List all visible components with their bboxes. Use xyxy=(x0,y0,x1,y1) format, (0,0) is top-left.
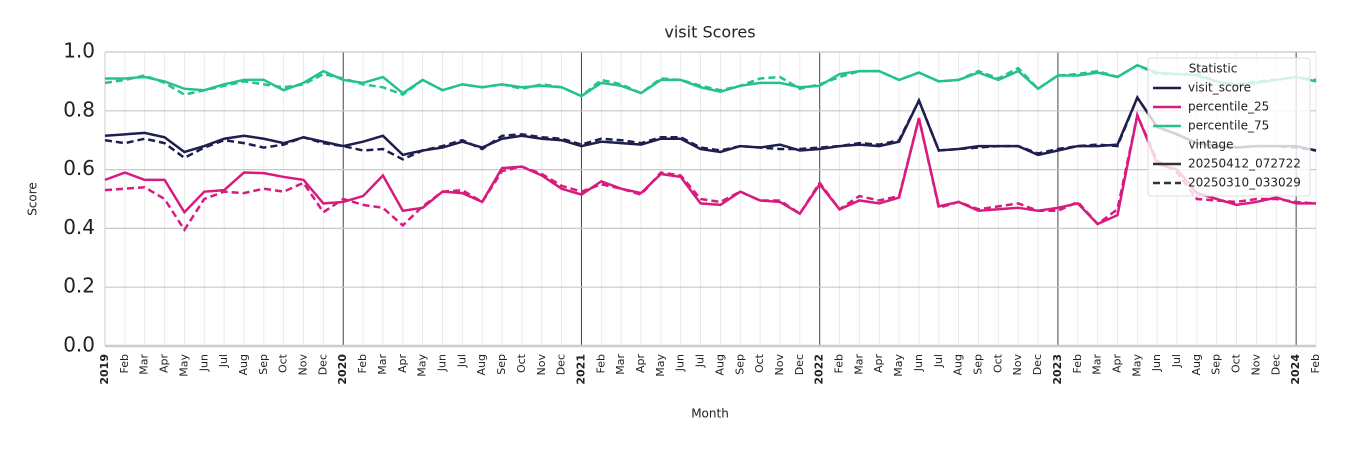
y-tick-label: 1.0 xyxy=(63,39,95,63)
x-tick-label: Dec xyxy=(793,354,806,375)
x-tick-label: Oct xyxy=(1230,353,1243,373)
legend-title: Statistic xyxy=(1189,62,1238,76)
series-line xyxy=(104,63,1317,98)
x-tick-label: Jun xyxy=(197,354,210,372)
x-tick-label: Feb xyxy=(356,354,369,373)
x-tick-label: 2019 xyxy=(98,354,111,385)
legend-label: visit_score xyxy=(1188,81,1251,95)
y-tick-label: 0.6 xyxy=(63,156,95,180)
x-tick-label: 2022 xyxy=(813,354,826,385)
x-tick-label: Oct xyxy=(753,353,766,373)
x-tick-label: Mar xyxy=(852,354,865,375)
legend-title: vintage xyxy=(1188,138,1233,152)
x-tick-label: Nov xyxy=(1011,354,1024,376)
series-line xyxy=(105,63,1317,98)
x-tick-label: Dec xyxy=(316,354,329,375)
x-tick-label: Jun xyxy=(435,354,448,372)
x-tick-label: Dec xyxy=(555,354,568,375)
x-tick-label: Sep xyxy=(1210,354,1223,375)
x-tick-label: Nov xyxy=(1249,354,1262,376)
y-tick-label: 0.4 xyxy=(63,215,95,239)
y-tick-label: 0.8 xyxy=(63,97,95,121)
x-tick-label: 2021 xyxy=(574,354,587,385)
x-tick-label: Nov xyxy=(773,354,786,376)
y-tick-label: 0.2 xyxy=(63,274,95,298)
x-tick-label: Feb xyxy=(833,354,846,373)
x-tick-label: Oct xyxy=(277,353,290,373)
x-tick-label: May xyxy=(416,354,429,377)
x-tick-label: Oct xyxy=(515,353,528,373)
legend-label: 20250412_072722 xyxy=(1188,157,1301,171)
x-tick-label: May xyxy=(177,354,190,377)
x-tick-label: Nov xyxy=(535,354,548,376)
legend-label: 20250310_033029 xyxy=(1188,176,1301,190)
x-tick-label: May xyxy=(892,354,905,377)
x-tick-label: Sep xyxy=(972,354,985,375)
x-tick-label: May xyxy=(654,354,667,377)
y-tick-label: 0.0 xyxy=(63,333,95,357)
x-tick-label: Jul xyxy=(217,354,230,368)
legend-box xyxy=(1147,57,1311,197)
x-tick-label: Jun xyxy=(674,354,687,372)
x-tick-label: Feb xyxy=(1309,354,1322,373)
x-tick-label: Aug xyxy=(713,354,726,375)
x-tick-label: Mar xyxy=(376,354,389,375)
series-line xyxy=(104,110,1316,226)
x-tick-label: Aug xyxy=(475,354,488,375)
legend-label: percentile_75 xyxy=(1188,119,1269,133)
x-tick-label: Dec xyxy=(1031,354,1044,375)
x-tick-label: 2024 xyxy=(1289,354,1302,385)
x-tick-label: Feb xyxy=(594,354,607,373)
x-tick-label: Sep xyxy=(733,354,746,375)
x-tick-label: Aug xyxy=(1190,354,1203,375)
x-axis-label: Month xyxy=(691,407,729,421)
x-tick-label: Jul xyxy=(932,354,945,368)
legend-label: percentile_25 xyxy=(1188,100,1269,114)
x-tick-label: Apr xyxy=(634,354,647,374)
x-tick-label: Aug xyxy=(237,354,250,375)
x-tick-label: 2020 xyxy=(336,354,349,385)
x-tick-label: Nov xyxy=(297,354,310,376)
x-tick-label: Mar xyxy=(614,354,627,375)
x-tick-label: Apr xyxy=(1110,354,1123,374)
x-tick-label: Jun xyxy=(1150,354,1163,372)
series-line xyxy=(104,111,1317,233)
x-tick-label: Jul xyxy=(694,354,707,368)
x-tick-label: Apr xyxy=(158,354,171,374)
x-tick-label: Aug xyxy=(952,354,965,375)
x-tick-label: Mar xyxy=(1091,354,1104,375)
x-tick-label: Jul xyxy=(1170,354,1183,368)
y-axis-label: Score xyxy=(26,182,40,216)
x-tick-label: Feb xyxy=(118,354,131,373)
x-tick-label: Oct xyxy=(991,353,1004,373)
x-tick-label: Jun xyxy=(912,354,925,372)
x-tick-label: Sep xyxy=(495,354,508,375)
series-line xyxy=(104,94,1317,161)
x-tick-label: Jul xyxy=(455,354,468,368)
x-tick-label: Sep xyxy=(257,354,270,375)
chart-title: visit Scores xyxy=(664,23,755,42)
x-tick-label: Apr xyxy=(872,354,885,374)
x-tick-label: Mar xyxy=(138,354,151,375)
legend: Statistic visit_score percentile_25percent… xyxy=(1147,57,1311,197)
x-tick-label: May xyxy=(1130,354,1143,377)
x-tick-label: Feb xyxy=(1071,354,1084,373)
x-tick-label: Apr xyxy=(396,354,409,374)
x-tick-label: 2023 xyxy=(1051,354,1064,385)
x-tick-label: Dec xyxy=(1269,354,1282,375)
